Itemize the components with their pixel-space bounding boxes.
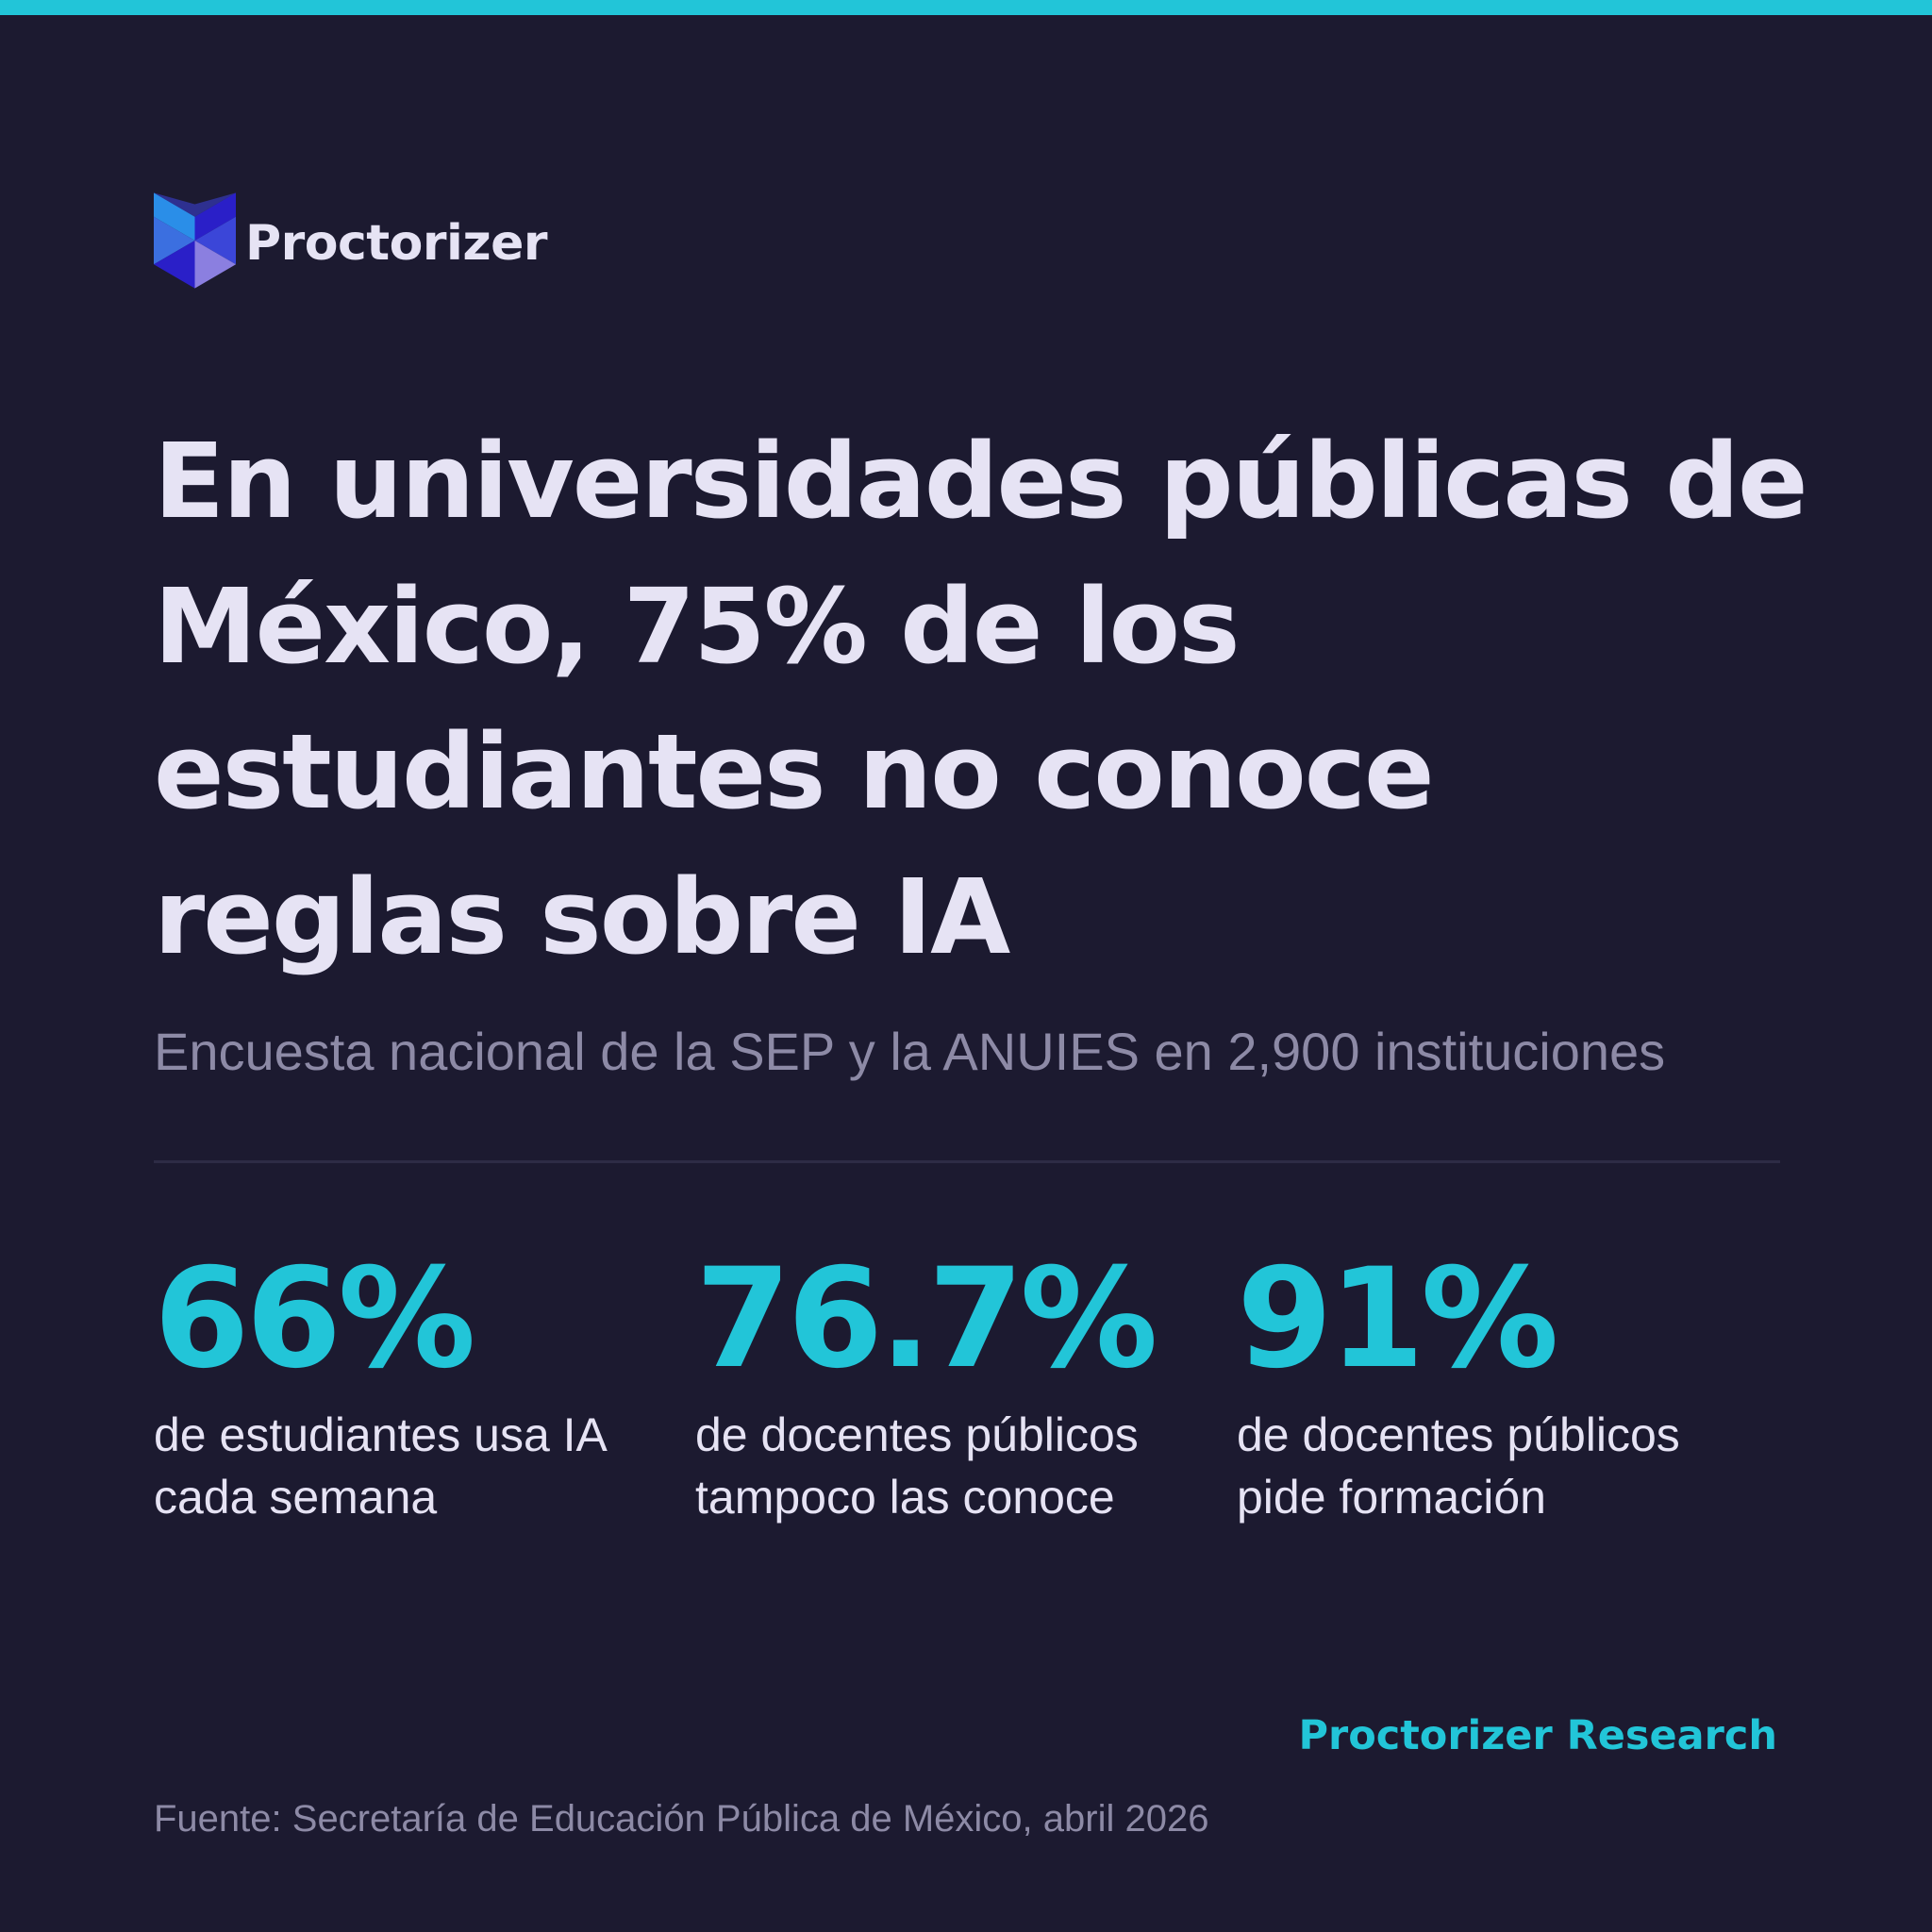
proctorizer-cube-logo-icon xyxy=(154,192,236,289)
logo-facet-mid-right xyxy=(194,216,236,265)
research-credit: Proctorizer Research xyxy=(1298,1712,1777,1759)
divider xyxy=(154,1160,1780,1163)
source-footnote: Fuente: Secretaría de Educación Pública … xyxy=(154,1798,1209,1840)
logo-facet-top-left xyxy=(154,192,195,241)
logo-facet-bottom-left xyxy=(154,241,195,289)
brand-name: Proctorizer xyxy=(245,215,548,272)
logo-facet-bottom-right xyxy=(194,241,236,289)
subtitle: Encuesta nacional de la SEP y la ANUIES … xyxy=(154,1022,1666,1081)
headline: En universidades públicas de México, 75%… xyxy=(154,421,1808,977)
stat-teachers-unaware: 76.7% de docentes públicos tampoco las c… xyxy=(695,1243,1224,1528)
top-accent-bar xyxy=(0,0,1932,15)
stat-value: 91% xyxy=(1237,1239,1558,1399)
stat-label: de docentes públicos pide formación xyxy=(1237,1408,1680,1524)
logo-facet-center xyxy=(154,192,236,217)
stat-label: de docentes públicos tampoco las conoce xyxy=(695,1408,1139,1524)
logo-facet-top-right xyxy=(194,192,236,241)
logo-facet-mid-left xyxy=(154,216,195,265)
stat-teachers-request-training: 91% de docentes públicos pide formación xyxy=(1237,1243,1765,1528)
stat-value: 76.7% xyxy=(695,1239,1158,1399)
brand-header: Proctorizer xyxy=(154,192,548,290)
stat-value: 66% xyxy=(154,1239,475,1399)
stat-weekly-ai-use: 66% de estudiantes usa IA cada semana xyxy=(154,1243,682,1528)
stat-label: de estudiantes usa IA cada semana xyxy=(154,1408,606,1524)
